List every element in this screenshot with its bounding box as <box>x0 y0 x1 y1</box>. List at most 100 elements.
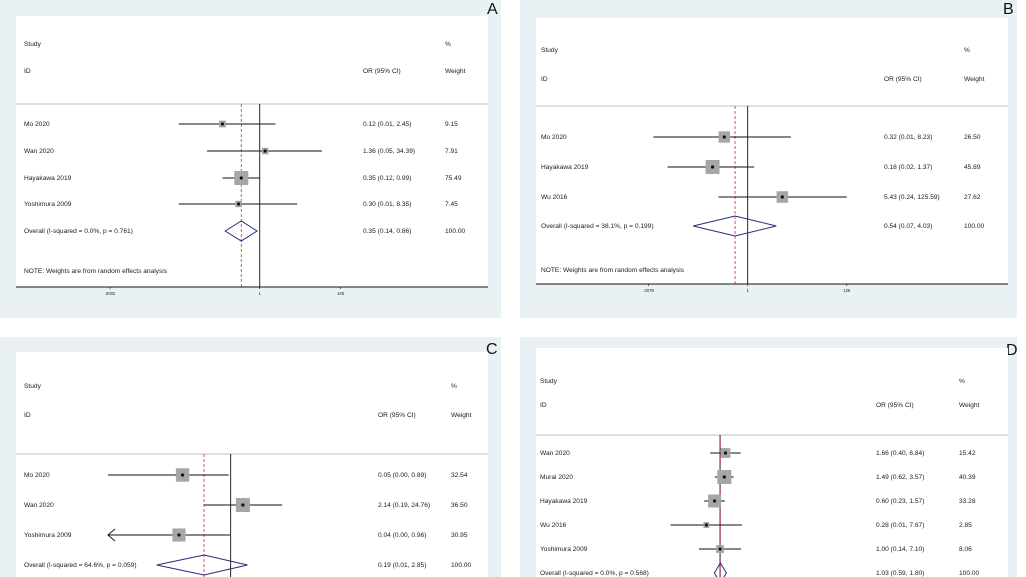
overall-weight: 100.00 <box>959 570 980 577</box>
header-weight: Weight <box>964 76 985 83</box>
study-weight: 75.49 <box>445 175 462 182</box>
study-name: Wan 2020 <box>540 450 570 457</box>
axis-tick-label: 126 <box>843 288 851 293</box>
panel-label: A <box>487 1 498 18</box>
header-study: Study <box>540 378 558 385</box>
study-weight: 26.50 <box>964 134 981 141</box>
header-or-ci: OR (95% CI) <box>884 76 922 83</box>
header-or-ci: OR (95% CI) <box>363 68 401 75</box>
point-estimate <box>722 475 726 479</box>
point-estimate <box>180 473 185 477</box>
panel-label: D <box>1006 342 1018 359</box>
study-or-ci: 0.05 (0.00, 0.89) <box>378 472 426 479</box>
study-name: Mo 2020 <box>541 134 567 141</box>
axis-tick-label: .0002 <box>105 291 116 296</box>
study-name: Hayakawa 2019 <box>540 498 588 505</box>
overall-or-ci: 0.35 (0.14, 0.86) <box>363 228 411 235</box>
study-or-ci: 5.43 (0.24, 125.59) <box>884 194 940 201</box>
study-or-ci: 1.00 (0.14, 7.10) <box>876 546 924 553</box>
overall-diamond <box>693 215 777 237</box>
study-name: Mo 2020 <box>24 121 50 128</box>
study-weight: 8.06 <box>959 546 972 553</box>
header-percent: % <box>959 378 965 385</box>
plot-area <box>536 18 1008 284</box>
forest-plot: Study ID% OR (95% CI) Weight Mo 2020 0.12 (0.… <box>16 16 488 296</box>
overall-label: Overall (I-squared = 64.6%, p = 0.059) <box>24 562 137 569</box>
study-name: Yoshimura 2009 <box>540 546 588 553</box>
point-estimate <box>723 451 728 455</box>
panel-label: B <box>1003 1 1014 18</box>
study-or-ci: 0.04 (0.00, 0.96) <box>378 532 426 539</box>
overall-or-ci: 1.03 (0.59, 1.80) <box>876 570 924 577</box>
header-percent: % <box>964 47 970 54</box>
footnote: NOTE: Weights are from random effects an… <box>541 267 685 274</box>
overall-label: Overall (I-squared = 0.0%, p = 0.568) <box>540 570 649 577</box>
study-name: Wan 2020 <box>24 502 54 509</box>
study-or-ci: 0.30 (0.01, 8.35) <box>363 201 411 208</box>
overall-diamond <box>156 554 248 576</box>
point-estimate <box>177 533 181 537</box>
plot-area <box>536 348 1008 577</box>
header-id: ID <box>541 76 548 83</box>
study-weight: 40.39 <box>959 474 976 481</box>
study-or-ci: 1.49 (0.62, 3.57) <box>876 474 924 481</box>
study-weight: 15.42 <box>959 450 976 457</box>
axis-tick-label: 1 <box>259 291 262 296</box>
point-estimate <box>718 547 722 551</box>
forest-panel-a: A Study ID% OR (95% CI) Weight Mo 2020 0.12 (… <box>0 0 501 318</box>
header-or-ci: OR (95% CI) <box>378 412 416 419</box>
header-percent: % <box>445 41 451 48</box>
footnote: NOTE: Weights are from random effects an… <box>24 268 168 275</box>
study-name: Mo 2020 <box>24 472 50 479</box>
forest-panel-b: B Study ID% OR (95% CI) Weight Mo 2020 0.32 (… <box>520 0 1017 318</box>
panel-label: C <box>486 341 498 358</box>
header-weight: Weight <box>451 412 472 419</box>
axis-tick-label: 100 <box>337 291 345 296</box>
point-estimate <box>241 503 245 507</box>
header-study: Study <box>24 41 42 48</box>
study-or-ci: 0.28 (0.01, 7.67) <box>876 522 924 529</box>
point-estimate <box>220 122 225 126</box>
overall-weight: 100.00 <box>451 562 472 569</box>
study-or-ci: 0.60 (0.23, 1.57) <box>876 498 924 505</box>
overall-label: Overall (I-squared = 38.1%, p = 0.199) <box>541 223 654 230</box>
study-name: Yoshimura 2009 <box>24 532 72 539</box>
header-weight: Weight <box>959 402 980 409</box>
study-weight: 36.50 <box>451 502 468 509</box>
plot-area <box>16 352 488 577</box>
study-weight: 9.15 <box>445 121 458 128</box>
point-estimate <box>263 149 267 153</box>
study-or-ci: 0.35 (0.12, 0.99) <box>363 175 411 182</box>
study-weight: 33.28 <box>959 498 976 505</box>
study-name: Wan 2020 <box>24 148 54 155</box>
header-id: ID <box>24 412 31 419</box>
axis-tick-label: 1 <box>747 288 750 293</box>
overall-or-ci: 0.54 (0.07, 4.03) <box>884 223 932 230</box>
overall-diamond <box>713 562 727 577</box>
study-name: Yoshimura 2009 <box>24 201 72 208</box>
forest-plot: Study ID% OR (95% CI) Weight Wan 2020 1.66 (0… <box>536 348 1008 577</box>
plot-area <box>16 16 488 287</box>
point-estimate <box>239 176 243 180</box>
study-name: Wu 2016 <box>540 522 567 529</box>
study-or-ci: 0.18 (0.02, 1.37) <box>884 164 932 171</box>
header-study: Study <box>541 47 559 54</box>
study-weight: 32.54 <box>451 472 468 479</box>
study-weight: 45.89 <box>964 164 981 171</box>
forest-plot: Study ID% OR (95% CI) Weight Mo 2020 0.05 (0.… <box>16 352 488 577</box>
header-id: ID <box>24 68 31 75</box>
ci-arrow <box>107 528 116 542</box>
point-estimate <box>722 135 726 139</box>
study-or-ci: 0.12 (0.01, 2.45) <box>363 121 411 128</box>
study-name: Murai 2020 <box>540 474 573 481</box>
study-or-ci: 2.14 (0.19, 24.76) <box>378 502 430 509</box>
study-weight: 30.95 <box>451 532 468 539</box>
study-weight: 2.85 <box>959 522 972 529</box>
study-or-ci: 1.36 (0.05, 34.39) <box>363 148 415 155</box>
study-name: Hayakawa 2019 <box>541 164 589 171</box>
point-estimate <box>710 165 715 169</box>
overall-weight: 100.00 <box>445 228 466 235</box>
point-estimate <box>712 499 717 503</box>
study-name: Wu 2016 <box>541 194 568 201</box>
point-estimate <box>704 523 708 527</box>
